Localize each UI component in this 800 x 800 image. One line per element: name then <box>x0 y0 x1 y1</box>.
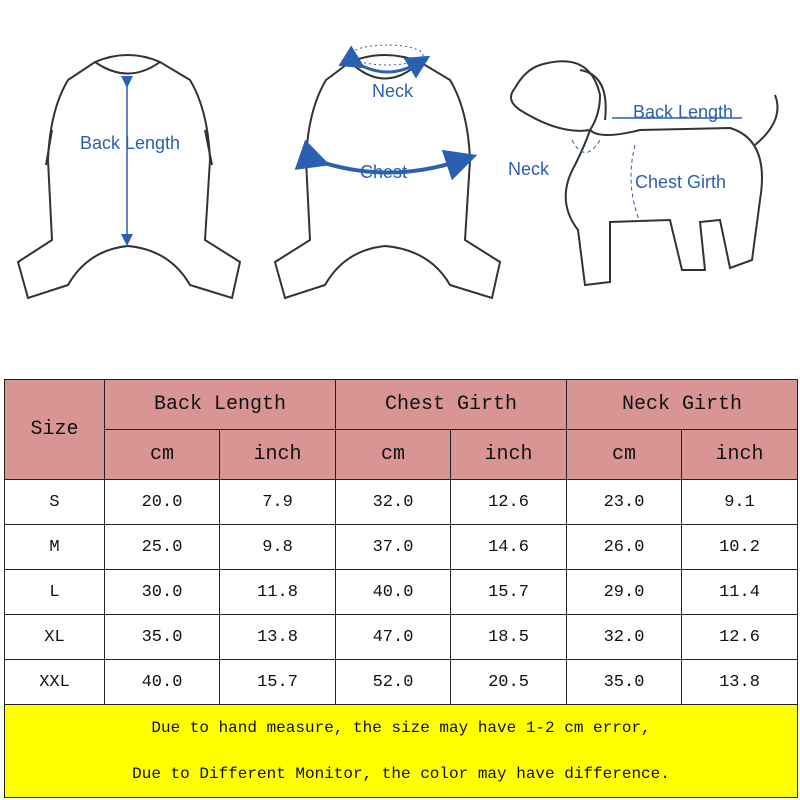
unit-header: inch <box>681 429 798 480</box>
value-cell: 47.0 <box>335 614 451 660</box>
value-cell: 23.0 <box>566 479 682 525</box>
dog-back-length-label: Back Length <box>633 102 733 122</box>
value-cell: 35.0 <box>566 659 682 705</box>
value-cell: 35.0 <box>104 614 220 660</box>
value-cell: 40.0 <box>104 659 220 705</box>
dog-drawing <box>510 60 779 287</box>
front-back-length-label: Back Length <box>80 133 180 153</box>
group-header-neck-girth: Neck Girth <box>566 379 798 430</box>
neck-label: Neck <box>372 81 414 101</box>
size-header: Size <box>4 379 105 480</box>
value-cell: 13.8 <box>681 659 798 705</box>
value-cell: 32.0 <box>335 479 451 525</box>
size-cell: M <box>4 524 105 570</box>
notes-cell: Due to hand measure, the size may have 1… <box>4 704 798 798</box>
table-row: S 20.0 7.9 32.0 12.6 23.0 9.1 <box>4 479 798 525</box>
value-cell: 10.2 <box>681 524 798 570</box>
unit-header: inch <box>219 429 336 480</box>
table-row: XXL 40.0 15.7 52.0 20.5 35.0 13.8 <box>4 659 798 705</box>
header-row-units: cm inch cm inch cm inch <box>5 429 798 480</box>
value-cell: 13.8 <box>219 614 336 660</box>
unit-header: cm <box>104 429 220 480</box>
value-cell: 30.0 <box>104 569 220 615</box>
value-cell: 11.4 <box>681 569 798 615</box>
dog-chest-measure <box>630 144 641 223</box>
value-cell: 7.9 <box>219 479 336 525</box>
neck-arrow <box>338 45 431 79</box>
value-cell: 14.6 <box>450 524 567 570</box>
dog-neck-label: Neck <box>508 159 550 179</box>
value-cell: 26.0 <box>566 524 682 570</box>
value-cell: 11.8 <box>219 569 336 615</box>
note-monitor-color: Due to Different Monitor, the color may … <box>132 765 670 783</box>
group-header-chest-girth: Chest Girth <box>335 379 567 430</box>
value-cell: 9.8 <box>219 524 336 570</box>
front-garment-drawing <box>16 54 242 300</box>
dog-chest-girth-label: Chest Girth <box>635 172 726 192</box>
value-cell: 15.7 <box>219 659 336 705</box>
unit-header: cm <box>566 429 682 480</box>
value-cell: 18.5 <box>450 614 567 660</box>
size-cell: L <box>4 569 105 615</box>
measurement-illustrations: Back Length Neck Chest Back Length Neck … <box>16 44 779 300</box>
note-row: Due to hand measure, the size may have 1… <box>4 704 798 798</box>
table-row: M 25.0 9.8 37.0 14.6 26.0 10.2 <box>4 524 798 570</box>
table-row: XL 35.0 13.8 47.0 18.5 32.0 12.6 <box>4 614 798 660</box>
note-hand-measure: Due to hand measure, the size may have 1… <box>151 719 651 737</box>
unit-header: inch <box>450 429 567 480</box>
value-cell: 12.6 <box>450 479 567 525</box>
size-cell: XL <box>4 614 105 660</box>
size-cell: S <box>4 479 105 525</box>
value-cell: 15.7 <box>450 569 567 615</box>
chest-arrow <box>294 139 478 181</box>
value-cell: 40.0 <box>335 569 451 615</box>
value-cell: 25.0 <box>104 524 220 570</box>
value-cell: 20.5 <box>450 659 567 705</box>
chest-label: Chest <box>360 162 407 182</box>
group-header-back-length: Back Length <box>104 379 336 430</box>
value-cell: 29.0 <box>566 569 682 615</box>
table-row: L 30.0 11.8 40.0 15.7 29.0 11.4 <box>4 569 798 615</box>
size-cell: XXL <box>4 659 105 705</box>
value-cell: 37.0 <box>335 524 451 570</box>
value-cell: 9.1 <box>681 479 798 525</box>
value-cell: 20.0 <box>104 479 220 525</box>
value-cell: 32.0 <box>566 614 682 660</box>
header-row-groups: Size Back Length Chest Girth Neck Girth <box>4 379 798 480</box>
size-chart-table: Size Back Length Chest Girth Neck Girth … <box>4 379 798 798</box>
value-cell: 52.0 <box>335 659 451 705</box>
value-cell: 12.6 <box>681 614 798 660</box>
unit-header: cm <box>335 429 451 480</box>
